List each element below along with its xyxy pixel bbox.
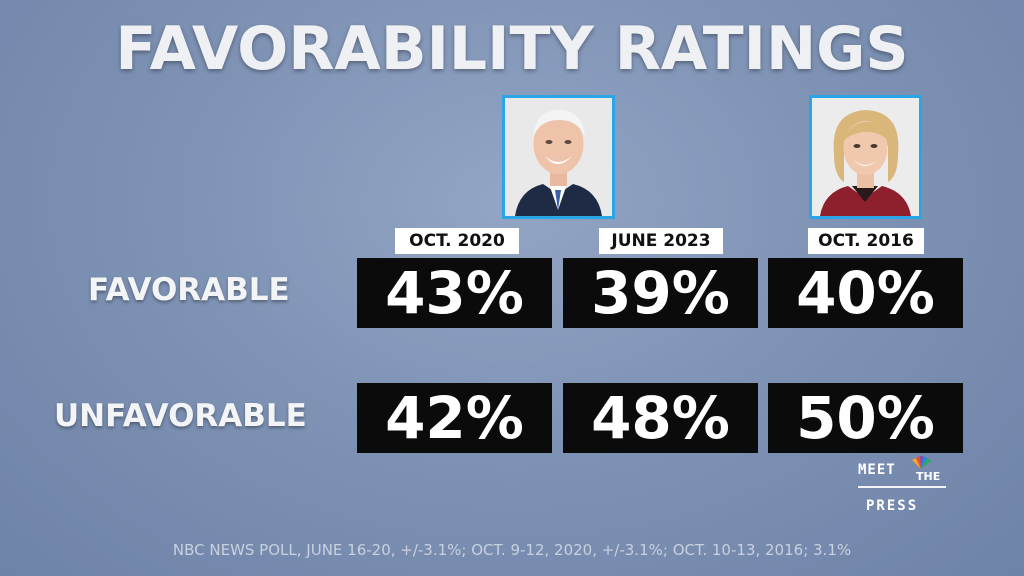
man-portrait-icon	[505, 98, 612, 216]
date-tag-col1: OCT. 2020	[395, 228, 519, 254]
date-tag-col3: OCT. 2016	[808, 228, 924, 254]
unfavorable-value-col1: 42%	[357, 383, 552, 453]
logo-divider	[858, 486, 946, 488]
poll-source-footer: NBC NEWS POLL, JUNE 16-20, +/-3.1%; OCT.…	[172, 541, 852, 559]
row-label-favorable: FAVORABLE	[88, 272, 290, 308]
meet-the-press-logo: MEET THE PRESS	[858, 456, 948, 520]
portrait-man	[502, 95, 615, 219]
favorable-value-col2: 39%	[563, 258, 758, 328]
unfavorable-value-col3: 50%	[768, 383, 963, 453]
logo-the-text: THE	[916, 470, 941, 483]
woman-portrait-icon	[812, 98, 919, 216]
favorable-value-col3: 40%	[768, 258, 963, 328]
date-tag-col2: JUNE 2023	[599, 228, 723, 254]
nbc-peacock-icon	[912, 456, 931, 469]
row-label-unfavorable: UNFAVORABLE	[54, 398, 307, 434]
logo-press-text: PRESS	[866, 498, 919, 514]
graphic-title: FAVORABILITY RATINGS	[115, 14, 909, 84]
favorable-value-col1: 43%	[357, 258, 552, 328]
logo-meet-text: MEET	[858, 462, 896, 478]
portrait-woman	[809, 95, 922, 219]
unfavorable-value-col2: 48%	[563, 383, 758, 453]
